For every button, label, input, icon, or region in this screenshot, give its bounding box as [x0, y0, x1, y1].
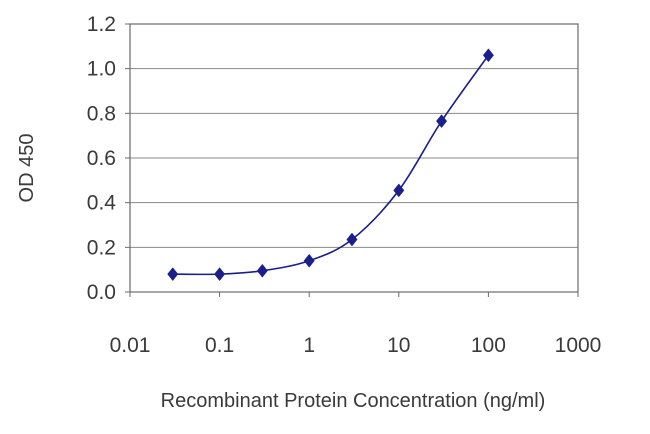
y-tick-label: 0.0: [87, 281, 116, 304]
y-tick-label: 1.2: [87, 13, 116, 36]
x-axis-title: Recombinant Protein Concentration (ng/ml…: [161, 390, 546, 412]
data-point: [303, 253, 315, 268]
series-line: [172, 54, 490, 276]
y-tick-label: 0.2: [87, 236, 116, 259]
y-tick-label: 0.4: [87, 192, 117, 215]
data-point: [393, 183, 405, 198]
data-point: [214, 267, 226, 282]
gridlines: [130, 68, 578, 248]
series: [167, 48, 494, 282]
y-axis-title: OD 450: [16, 134, 38, 203]
y-axis-ticks: 0.0 0.2 0.4 0.6 0.8 1.0 1.2: [87, 13, 130, 304]
data-point: [436, 114, 448, 129]
data-point: [482, 48, 494, 63]
x-tick-label: 0.01: [110, 334, 151, 357]
data-point: [167, 267, 179, 282]
y-tick-label: 0.6: [87, 147, 116, 170]
x-tick-label: 10: [387, 334, 410, 357]
y-tick-label: 0.8: [87, 102, 116, 125]
x-tick-label: 100: [471, 334, 506, 357]
data-point: [346, 232, 358, 247]
y-tick-label: 1.0: [87, 58, 116, 81]
x-tick-label: 1000: [555, 334, 602, 357]
x-axis-ticks: 0.01 0.1 1 10 100 1000: [110, 292, 602, 357]
x-tick-label: 1: [303, 334, 315, 357]
data-point: [256, 263, 268, 278]
x-tick-label: 0.1: [205, 334, 234, 357]
